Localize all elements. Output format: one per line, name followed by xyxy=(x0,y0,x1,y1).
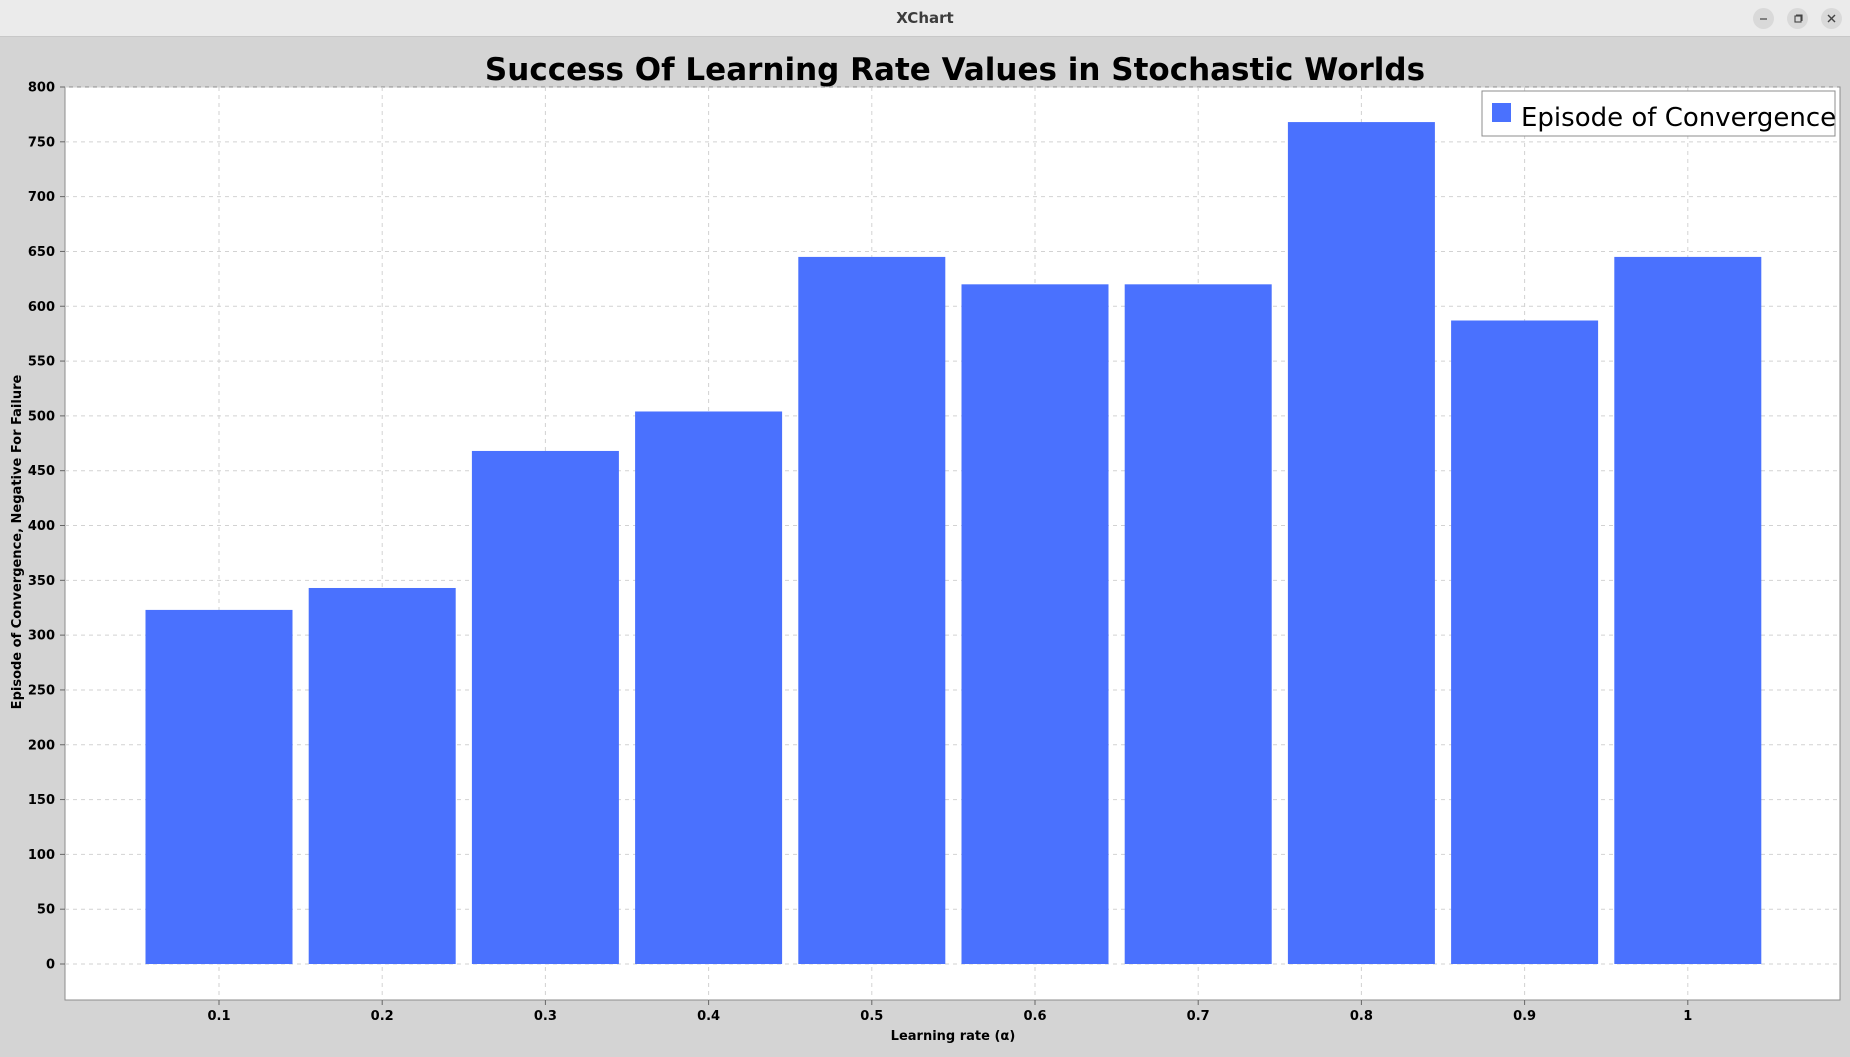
y-tick-label: 0 xyxy=(46,958,55,973)
y-tick-label: 500 xyxy=(28,409,55,424)
bar-0.8 xyxy=(1287,122,1435,964)
bar-0.5 xyxy=(798,256,946,964)
bars xyxy=(145,122,1762,965)
restore-icon xyxy=(1794,14,1803,23)
y-tick-label: 650 xyxy=(28,245,55,260)
bar-0.7 xyxy=(1124,284,1272,964)
y-axis-label: Episode of Convergence, Negative For Fai… xyxy=(10,375,25,710)
restore-button[interactable] xyxy=(1787,8,1808,29)
x-tick-label: 1 xyxy=(1683,1009,1692,1024)
window-titlebar[interactable]: XChart xyxy=(0,0,1850,37)
y-tick-label: 600 xyxy=(28,300,55,315)
bar-0.1 xyxy=(145,609,293,964)
x-tick-label: 0.5 xyxy=(860,1009,883,1024)
y-tick-label: 150 xyxy=(28,793,55,808)
x-tick-label: 0.6 xyxy=(1023,1009,1046,1024)
x-tick-label: 0.9 xyxy=(1513,1009,1536,1024)
x-tick-label: 0.3 xyxy=(534,1009,557,1024)
y-tick-label: 350 xyxy=(28,574,55,589)
bar-0.6 xyxy=(961,284,1109,964)
legend-swatch xyxy=(1492,103,1511,122)
legend-entry-label: Episode of Convergence xyxy=(1521,103,1836,133)
chart-title: Success Of Learning Rate Values in Stoch… xyxy=(485,52,1425,88)
legend: Episode of Convergence xyxy=(1481,90,1836,137)
x-tick-label: 0.8 xyxy=(1350,1009,1373,1024)
x-axis-ticks: 0.1 0.2 0.3 0.4 0.5 0.6 0.7 0.8 0.9 1 xyxy=(207,1000,1692,1024)
chart-panel: Success Of Learning Rate Values in Stoch… xyxy=(0,37,1850,1053)
bar-0.4 xyxy=(635,411,783,964)
bar-1 xyxy=(1614,256,1762,964)
y-tick-label: 750 xyxy=(28,135,55,150)
bar-0.2 xyxy=(308,587,456,964)
y-tick-label: 450 xyxy=(28,464,55,479)
bar-chart: Success Of Learning Rate Values in Stoch… xyxy=(10,52,1841,1044)
x-tick-label: 0.4 xyxy=(697,1009,720,1024)
y-tick-label: 550 xyxy=(28,355,55,370)
y-tick-label: 50 xyxy=(37,903,55,918)
x-axis-label: Learning rate (α) xyxy=(891,1029,1016,1044)
y-tick-label: 100 xyxy=(28,848,55,863)
x-tick-label: 0.2 xyxy=(371,1009,394,1024)
y-tick-label: 300 xyxy=(28,629,55,644)
close-button[interactable] xyxy=(1821,8,1842,29)
y-axis-ticks: 0 50 100 150 200 250 300 350 400 450 500 550 600 650 7… xyxy=(28,81,65,973)
bar-0.9 xyxy=(1451,320,1599,965)
close-icon xyxy=(1827,14,1836,23)
minimize-icon xyxy=(1760,18,1767,20)
legend-box xyxy=(1481,90,1836,137)
y-tick-label: 400 xyxy=(28,519,55,534)
bar-0.3 xyxy=(471,450,619,965)
y-tick-label: 200 xyxy=(28,738,55,753)
y-tick-label: 250 xyxy=(28,683,55,698)
window-title: XChart xyxy=(896,9,954,27)
x-tick-label: 0.1 xyxy=(207,1009,230,1024)
minimize-button[interactable] xyxy=(1753,8,1774,29)
y-tick-label: 700 xyxy=(28,190,55,205)
x-tick-label: 0.7 xyxy=(1187,1009,1210,1024)
y-tick-label: 800 xyxy=(28,81,55,96)
